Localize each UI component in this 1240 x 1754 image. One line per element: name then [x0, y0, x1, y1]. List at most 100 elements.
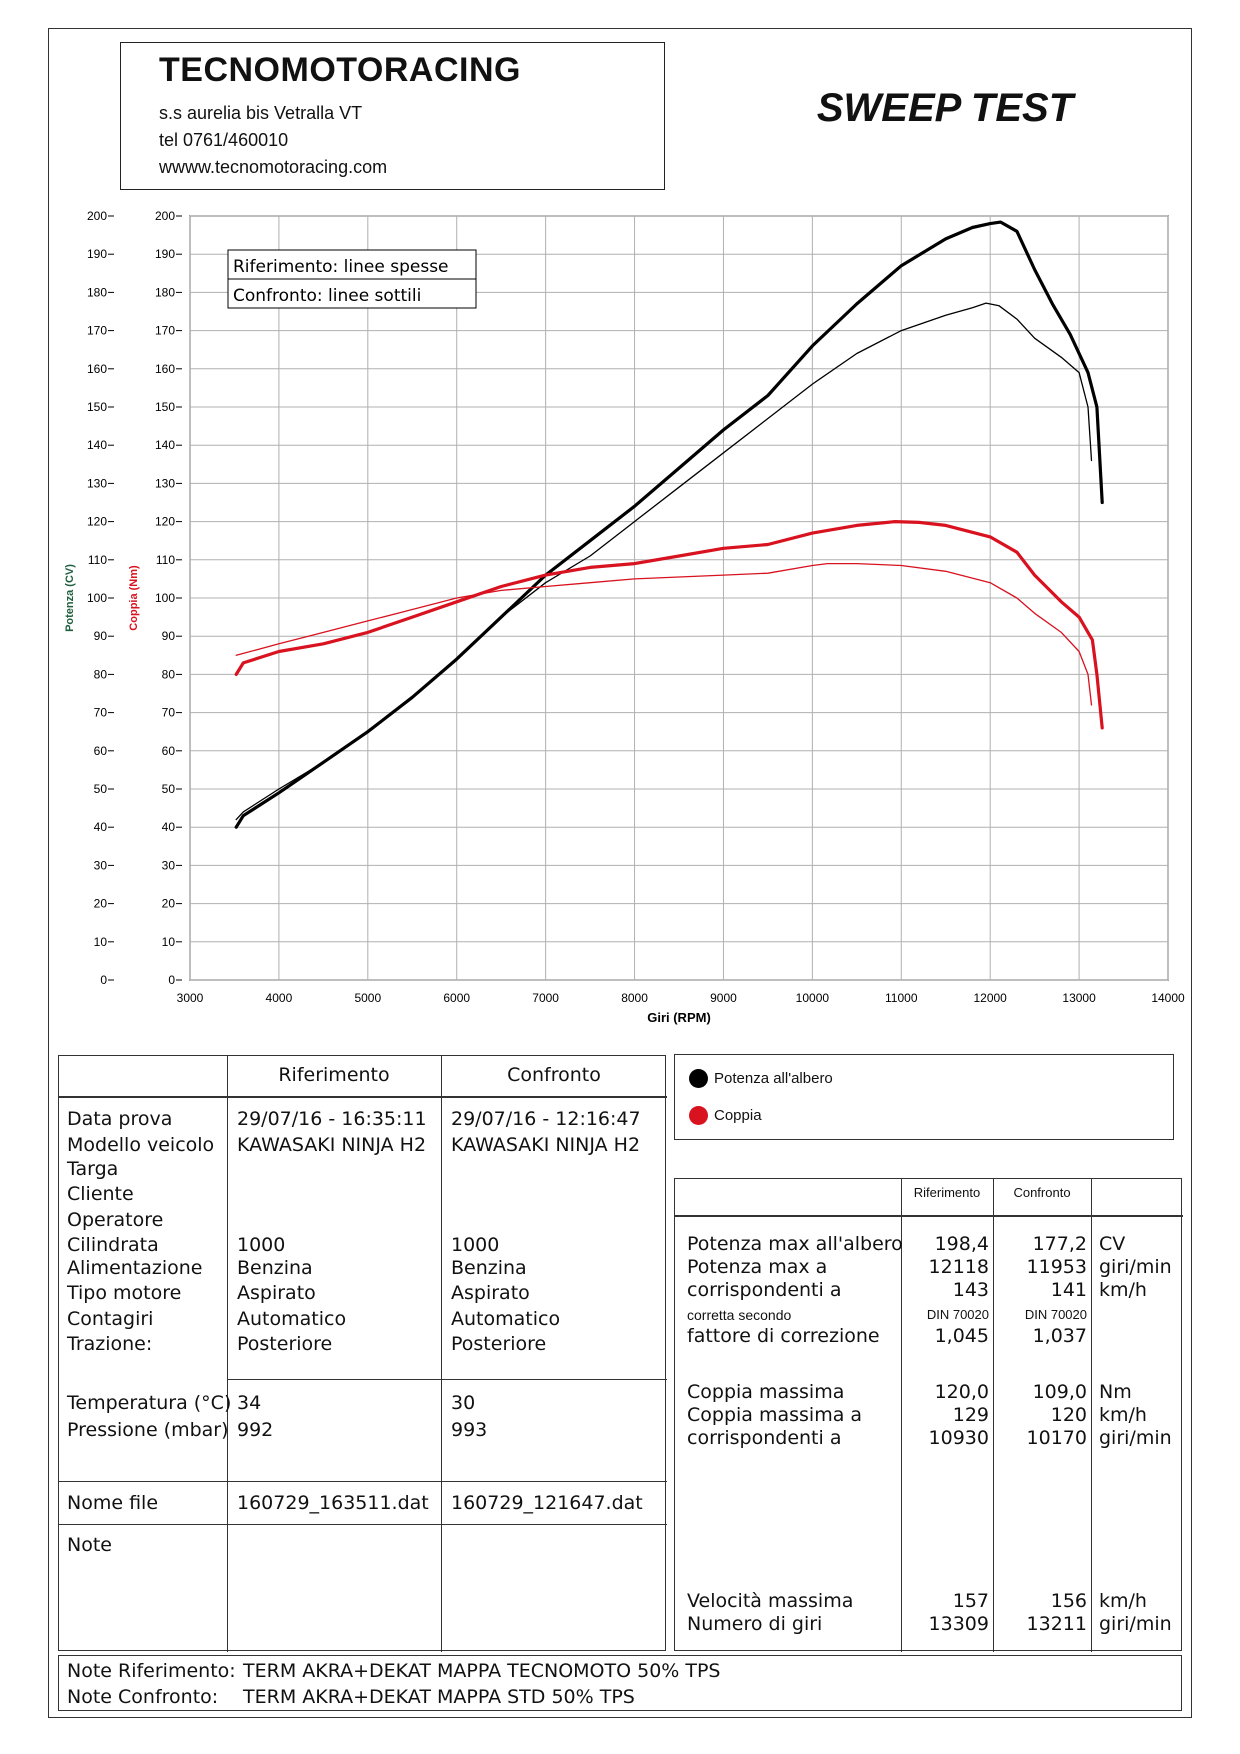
x-tick-label: 3000 [177, 991, 204, 1005]
x-tick-label: 11000 [885, 991, 918, 1005]
x-tick-label: 4000 [266, 991, 293, 1005]
y-tick-label-power: 30 [94, 858, 108, 872]
run-row-ref: Benzina [237, 1257, 313, 1279]
result-label: Potenza max all'albero [687, 1233, 903, 1255]
result-conf: 141 [1050, 1279, 1087, 1301]
run-row-conf: KAWASAKI NINJA H2 [451, 1134, 641, 1156]
note-label: Note [67, 1534, 112, 1556]
note-ref-label: Note Riferimento: [67, 1660, 236, 1682]
result-ref: 12118 [928, 1256, 989, 1278]
x-tick-label: 6000 [443, 991, 470, 1005]
y-tick-label-torque: 90 [162, 629, 176, 643]
result-conf: DIN 70020 [1024, 1307, 1087, 1322]
y-tick-label-torque: 120 [155, 515, 175, 529]
x-tick-label: 9000 [710, 991, 737, 1005]
result-conf: 177,2 [1032, 1233, 1087, 1255]
y-axis-ticks: 0 0 10 10 20 20 30 30 40 40 50 50 60 60 70 70 80 80 90 90 10… [87, 209, 182, 987]
y-tick-label-power: 80 [94, 667, 108, 681]
y-tick-label-power: 140 [87, 438, 107, 452]
series-group [234, 220, 1104, 829]
result-conf: 11953 [1026, 1256, 1087, 1278]
result-ref: 143 [952, 1279, 989, 1301]
legend-torque-label: Coppia [714, 1107, 762, 1124]
y-tick-label-torque: 30 [162, 858, 176, 872]
x-axis-ticks: 3000 4000 5000 6000 7000 8000 9000 10000 11000 12… [177, 991, 1185, 1005]
y-tick-label-torque: 140 [155, 438, 175, 452]
y-tick-label-torque: 100 [155, 591, 175, 605]
run-row-conf: Automatico [451, 1308, 561, 1330]
y-tick-label-power: 40 [94, 820, 108, 834]
result-conf: 120 [1050, 1404, 1087, 1426]
result-ref: 157 [952, 1590, 989, 1612]
run-row-ref: KAWASAKI NINJA H2 [237, 1134, 427, 1156]
company-website: wwww.tecnomotoracing.com [159, 157, 388, 177]
run-table: Riferimento Confronto Data prova 29/07/16… [58, 1055, 667, 1652]
dyno-chart: 0 0 10 10 20 20 30 30 40 40 50 50 60 60 70 70 80 80 90 90 10… [64, 209, 1185, 1025]
y-tick-label-power: 10 [94, 935, 108, 949]
y-tick-label-power: 180 [87, 285, 107, 299]
results-table: Riferimento Confronto Potenza max all'al… [674, 1178, 1183, 1652]
note-conf-text: TERM AKRA+DEKAT MAPPA STD 50% TPS [243, 1686, 635, 1708]
y-tick-label-power: 130 [87, 476, 107, 490]
y-tick-label-power: 200 [87, 209, 107, 223]
run-row-conf: Aspirato [451, 1282, 530, 1304]
run-row-ref: Aspirato [237, 1282, 316, 1304]
legend-power-label: Potenza all'albero [714, 1070, 833, 1087]
press-label: Pressione (mbar) [67, 1419, 229, 1441]
run-row-label: Cilindrata [67, 1234, 159, 1256]
y-tick-label-torque: 160 [155, 362, 175, 376]
run-row-ref: Posteriore [237, 1333, 333, 1355]
result-ref: 120,0 [934, 1381, 989, 1403]
y-tick-label-torque: 60 [162, 744, 176, 758]
run-row-label: Targa [67, 1158, 119, 1180]
temp-conf: 30 [451, 1392, 476, 1414]
y-tick-label-torque: 10 [162, 935, 176, 949]
result-unit: giri/min [1099, 1613, 1172, 1635]
file-conf: 160729_121647.dat [451, 1492, 643, 1514]
result-conf: 10170 [1026, 1427, 1087, 1449]
temp-label: Temperatura (°C) [67, 1392, 232, 1414]
y-axis-label-torque: Coppia (Nm) [128, 565, 140, 631]
y-tick-label-power: 120 [87, 515, 107, 529]
result-label: Coppia massima [687, 1381, 845, 1403]
col-confronto: Confronto [507, 1064, 601, 1086]
y-tick-label-torque: 200 [155, 209, 175, 223]
test-title: SWEEP TEST [816, 86, 1074, 130]
chart-grid [189, 215, 1169, 981]
run-row-label: Tipo motore [67, 1282, 182, 1304]
y-tick-label-power: 190 [87, 247, 107, 261]
result-unit: km/h [1099, 1279, 1147, 1301]
legend-torque: Coppia [689, 1106, 762, 1125]
result-unit: km/h [1099, 1404, 1147, 1426]
col-riferimento: Riferimento [278, 1064, 390, 1086]
y-tick-label-power: 150 [87, 400, 107, 414]
temp-ref: 34 [237, 1392, 262, 1414]
result-ref: 198,4 [934, 1233, 989, 1255]
y-tick-label-torque: 0 [168, 973, 175, 987]
y-tick-label-power: 100 [87, 591, 107, 605]
result-unit: km/h [1099, 1590, 1147, 1612]
result-ref: 10930 [928, 1427, 989, 1449]
result-ref: 1,045 [934, 1325, 989, 1347]
x-tick-label: 8000 [621, 991, 648, 1005]
run-row-label: Modello veicolo [67, 1134, 215, 1156]
y-tick-label-power: 20 [94, 897, 108, 911]
x-tick-label: 12000 [973, 991, 1007, 1005]
torque-riferimento-line [234, 519, 1104, 730]
result-unit: CV [1099, 1233, 1126, 1255]
result-label: corrispondenti a [687, 1427, 842, 1449]
y-tick-label-power: 70 [94, 706, 108, 720]
run-row-conf: Benzina [451, 1257, 527, 1279]
y-tick-label-power: 90 [94, 629, 108, 643]
result-label: Velocità massima [687, 1590, 854, 1612]
legend-thick-lines: Riferimento: linee spesse [233, 257, 449, 277]
run-row-label: Operatore [67, 1209, 164, 1231]
result-label: Numero di giri [687, 1613, 823, 1635]
torque-confronto-line [235, 562, 1093, 706]
note-ref-text: TERM AKRA+DEKAT MAPPA TECNOMOTO 50% TPS [243, 1660, 721, 1682]
result-unit: Nm [1099, 1381, 1132, 1403]
x-tick-label: 14000 [1151, 991, 1185, 1005]
y-tick-label-power: 170 [87, 324, 107, 338]
x-tick-label: 5000 [354, 991, 381, 1005]
y-tick-label-torque: 170 [155, 324, 175, 338]
